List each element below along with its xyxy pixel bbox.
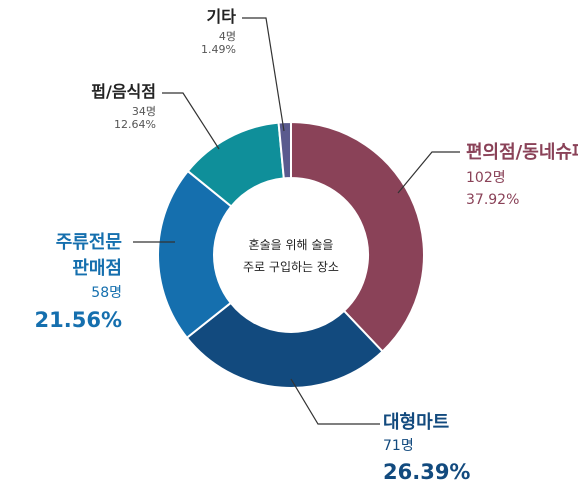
label-convenience: 편의점/동네슈퍼 102명 37.92% [466,142,578,209]
leader-lines [133,17,460,425]
label-convenience-percent: 37.92% [466,192,520,209]
leader-line-other [242,17,285,132]
label-liquor-name-line-1: 주류전문 [55,232,122,253]
label-liquor-name-line-2: 판매점 [72,257,122,279]
label-liquor: 주류전문 판매점 58명 21.56% [20,232,122,333]
label-mart-percent: 26.39% [383,460,471,485]
leader-line-convenience [397,151,460,194]
label-pub-count: 34명 [131,105,156,119]
donut-slices [157,120,425,389]
label-other-name: 기타 [206,7,236,26]
label-liquor-percent: 21.56% [34,307,122,332]
label-other: 기타 4명 1.49% [170,7,236,57]
leader-line-mart [290,378,380,425]
label-convenience-name: 편의점/동네슈퍼 [466,142,578,163]
label-mart-count: 71명 [383,437,414,454]
slice-convenience [290,120,425,353]
label-mart-name: 대형마트 [383,412,450,433]
slice-mart [185,301,384,389]
label-pub: 펍/음식점 34명 12.64% [60,82,156,132]
center-text-line-1: 혼술을 위해 술을 [249,238,334,252]
label-pub-percent: 12.64% [114,118,156,132]
leader-line-pub [162,92,220,150]
label-convenience-count: 102명 [466,169,506,186]
label-mart: 대형마트 71명 26.39% [383,412,470,486]
label-pub-name: 펍/음식점 [91,82,156,101]
center-text-line-2: 주로 구입하는 장소 [243,260,339,274]
label-other-percent: 1.49% [201,43,236,57]
label-other-count: 4명 [218,30,236,44]
label-liquor-count: 58명 [91,285,122,302]
